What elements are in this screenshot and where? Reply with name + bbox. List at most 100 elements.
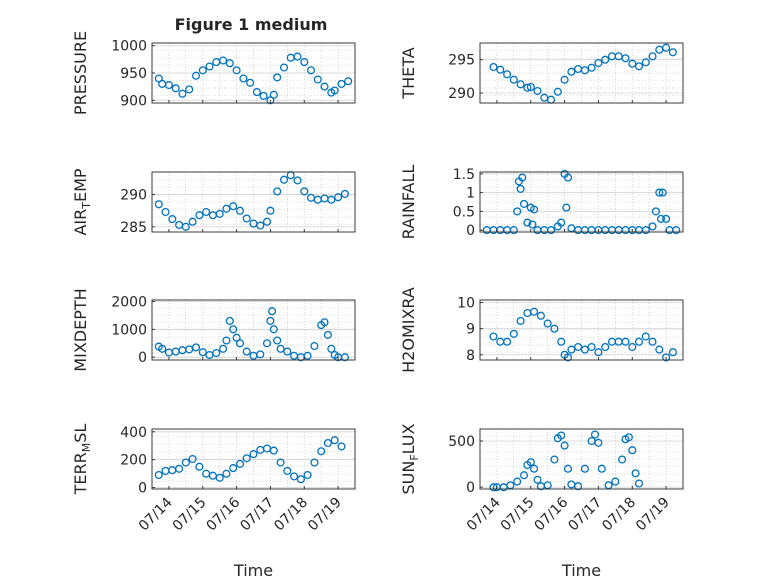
data-point bbox=[178, 89, 187, 98]
data-point bbox=[158, 344, 167, 353]
data-point bbox=[597, 464, 606, 473]
y-axis-label: THETA bbox=[399, 47, 418, 99]
data-point bbox=[310, 458, 319, 467]
data-point bbox=[668, 48, 677, 57]
data-point bbox=[225, 59, 234, 68]
data-point bbox=[198, 66, 207, 75]
y-tick-label: 2000 bbox=[111, 294, 147, 310]
data-point bbox=[273, 336, 282, 345]
data-point bbox=[269, 446, 278, 455]
data-point bbox=[590, 430, 600, 439]
data-point bbox=[306, 66, 316, 75]
data-point bbox=[523, 218, 532, 227]
data-point bbox=[611, 477, 620, 486]
data-point bbox=[543, 319, 552, 328]
data-point bbox=[191, 71, 201, 80]
data-point bbox=[283, 347, 292, 356]
data-point bbox=[222, 204, 231, 213]
data-point bbox=[648, 52, 657, 61]
data-point bbox=[337, 79, 346, 88]
data-point bbox=[519, 199, 529, 208]
data-point bbox=[557, 218, 566, 227]
y-tick-label: 1000 bbox=[111, 39, 147, 55]
data-point bbox=[229, 464, 238, 473]
data-point bbox=[262, 339, 272, 348]
data-point bbox=[546, 226, 556, 235]
data-point bbox=[634, 337, 644, 346]
data-point bbox=[526, 82, 535, 92]
data-point bbox=[516, 316, 525, 325]
data-point bbox=[235, 339, 245, 348]
data-point bbox=[181, 222, 190, 231]
data-point bbox=[235, 459, 245, 468]
data-point bbox=[262, 217, 272, 226]
data-point bbox=[195, 462, 204, 471]
data-point bbox=[601, 342, 610, 352]
data-point bbox=[246, 78, 255, 87]
data-point bbox=[631, 469, 640, 478]
mixdepth-subplot: 0 1000 2000 MIXDEPTH bbox=[71, 288, 356, 372]
data-point bbox=[655, 345, 664, 354]
data-point bbox=[154, 470, 163, 480]
data-point bbox=[168, 215, 177, 224]
data-point bbox=[489, 62, 498, 72]
data-point bbox=[536, 311, 545, 320]
data-point bbox=[550, 455, 559, 464]
h2omixra-subplot: 8 9 10 H2OMIXRA bbox=[399, 287, 684, 373]
data-point bbox=[269, 90, 278, 99]
data-point bbox=[574, 482, 583, 491]
y-tick-label: 950 bbox=[120, 66, 147, 82]
data-point bbox=[242, 347, 251, 356]
data-point bbox=[198, 348, 207, 357]
data-point bbox=[533, 86, 542, 96]
y-tick-label: 8 bbox=[466, 348, 475, 364]
data-point bbox=[655, 188, 664, 197]
data-point bbox=[550, 324, 559, 333]
data-point bbox=[279, 63, 289, 72]
data-point bbox=[648, 337, 657, 346]
data-point bbox=[587, 342, 596, 352]
data-point bbox=[293, 52, 302, 61]
data-point bbox=[259, 91, 268, 100]
data-point bbox=[188, 217, 197, 226]
data-point bbox=[323, 330, 332, 339]
figure-title: Figure 1 medium bbox=[175, 15, 328, 34]
data-point bbox=[662, 214, 671, 223]
data-point bbox=[273, 73, 282, 82]
data-point bbox=[191, 343, 201, 352]
data-point bbox=[574, 342, 583, 352]
data-point bbox=[560, 75, 569, 84]
data-point bbox=[171, 84, 180, 93]
data-point bbox=[621, 337, 630, 346]
axes-box bbox=[479, 171, 684, 233]
data-point bbox=[266, 316, 275, 325]
data-point bbox=[641, 58, 650, 67]
axes-box bbox=[479, 428, 684, 490]
data-point bbox=[557, 431, 566, 440]
data-point bbox=[330, 436, 339, 445]
y-tick-label: 400 bbox=[120, 425, 147, 441]
data-point bbox=[219, 56, 228, 65]
data-point bbox=[503, 337, 512, 346]
data-point bbox=[621, 54, 630, 63]
data-point bbox=[337, 442, 346, 451]
y-tick-label: 295 bbox=[448, 53, 475, 69]
y-tick-label: 900 bbox=[120, 93, 147, 109]
data-point bbox=[222, 336, 231, 345]
data-point bbox=[618, 455, 627, 464]
y-tick-label: 0 bbox=[466, 480, 475, 496]
data-point bbox=[634, 479, 644, 488]
data-point bbox=[658, 188, 667, 197]
data-point bbox=[225, 316, 234, 325]
y-tick-label: 0 bbox=[466, 223, 475, 239]
data-point bbox=[651, 207, 660, 216]
y-tick-label: 9 bbox=[466, 322, 475, 338]
data-point bbox=[235, 206, 245, 215]
data-point bbox=[266, 206, 275, 215]
data-point bbox=[526, 458, 535, 467]
x-axis-label: Time bbox=[233, 561, 273, 580]
y-tick-label: 285 bbox=[120, 220, 147, 236]
y-tick-label: 500 bbox=[448, 434, 475, 450]
data-point bbox=[594, 438, 603, 447]
